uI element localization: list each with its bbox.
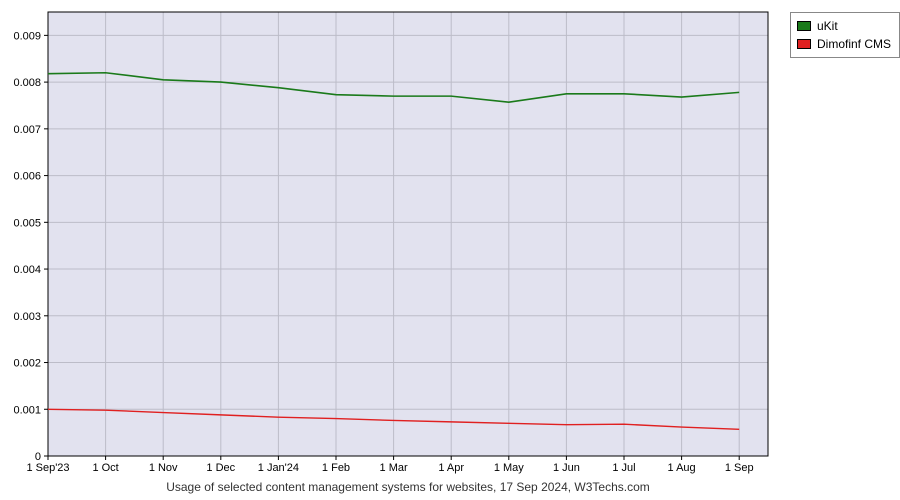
svg-text:0.009: 0.009: [13, 30, 41, 42]
legend-item: uKit: [797, 17, 891, 35]
legend-label: Dimofinf CMS: [817, 35, 891, 53]
legend-swatch: [797, 39, 811, 49]
svg-text:0.003: 0.003: [13, 311, 41, 323]
svg-text:1 Aug: 1 Aug: [668, 462, 696, 474]
svg-text:1 Mar: 1 Mar: [380, 462, 408, 474]
svg-text:1 Sep: 1 Sep: [725, 462, 754, 474]
svg-text:0.004: 0.004: [13, 264, 41, 276]
legend: uKitDimofinf CMS: [790, 12, 900, 58]
svg-text:1 Apr: 1 Apr: [438, 462, 464, 474]
svg-text:1 Nov: 1 Nov: [149, 462, 178, 474]
svg-text:1 Feb: 1 Feb: [322, 462, 350, 474]
svg-text:1 Jan'24: 1 Jan'24: [258, 462, 299, 474]
svg-text:0.006: 0.006: [13, 171, 41, 183]
svg-text:1 Dec: 1 Dec: [206, 462, 235, 474]
svg-text:1 May: 1 May: [494, 462, 524, 474]
svg-text:1 Oct: 1 Oct: [92, 462, 118, 474]
line-chart: 00.0010.0020.0030.0040.0050.0060.0070.00…: [0, 0, 900, 500]
svg-text:1 Sep'23: 1 Sep'23: [26, 462, 69, 474]
legend-item: Dimofinf CMS: [797, 35, 891, 53]
svg-text:0.002: 0.002: [13, 358, 41, 370]
svg-text:1 Jun: 1 Jun: [553, 462, 580, 474]
svg-text:1 Jul: 1 Jul: [612, 462, 635, 474]
legend-label: uKit: [817, 17, 838, 35]
svg-text:0.001: 0.001: [13, 404, 41, 416]
svg-text:0.007: 0.007: [13, 124, 41, 136]
chart-caption: Usage of selected content management sys…: [48, 480, 768, 494]
svg-text:0.005: 0.005: [13, 217, 41, 229]
chart-container: 00.0010.0020.0030.0040.0050.0060.0070.00…: [0, 0, 900, 500]
svg-text:0.008: 0.008: [13, 77, 41, 89]
legend-swatch: [797, 21, 811, 31]
